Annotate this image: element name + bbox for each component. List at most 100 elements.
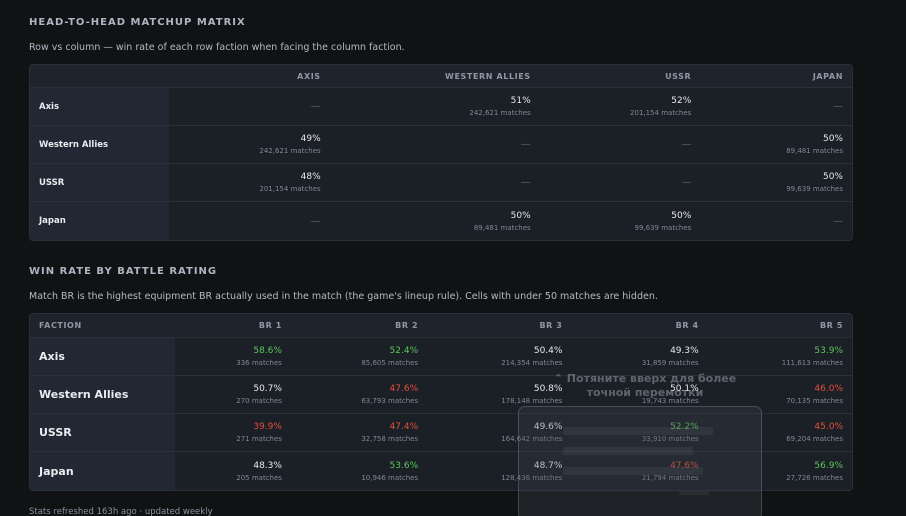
- br-cell: 47.6% 63,793 matches: [290, 376, 428, 414]
- h2h-row: Western Allies 49% 242,621 matches — — 50% 89,…: [30, 126, 852, 164]
- h2h-cell-winrate: 50%: [822, 172, 843, 182]
- br-cell: 56.9% 27,726 matches: [708, 452, 852, 490]
- br-cell-matches: 111,613 matches: [781, 359, 843, 367]
- br-cell-winrate: 52.4%: [389, 346, 419, 356]
- ghost-line: [563, 447, 693, 455]
- br-cell-winrate: 53.6%: [389, 460, 419, 471]
- h2h-cell-matches: 89,481 matches: [786, 147, 843, 155]
- br-cell-matches: 32,758 matches: [361, 435, 419, 443]
- h2h-cell: —: [169, 202, 330, 240]
- br-cell: 48.7% 128,436 matches: [427, 452, 571, 490]
- h2h-cell-winrate: —: [310, 101, 321, 112]
- h2h-cell: 50% 99,639 matches: [540, 202, 701, 240]
- br-cell: 53.9% 111,613 matches: [707, 338, 852, 376]
- br-cell-matches: 10,946 matches: [361, 473, 419, 482]
- h2h-row-faction: Japan: [30, 202, 169, 240]
- br-cell-winrate: 52.2%: [670, 422, 699, 432]
- br-cell-winrate: 48.3%: [253, 460, 282, 471]
- h2h-cell-winrate: —: [681, 139, 692, 150]
- h2h-cell-winrate: 51%: [510, 96, 531, 106]
- h2h-cell: —: [329, 164, 540, 202]
- br-cell: 45.0% 69,204 matches: [707, 414, 852, 452]
- br-cell-matches: 128,436 matches: [501, 473, 563, 482]
- br-cell: 47.6% 21,794 matches: [571, 452, 707, 490]
- h2h-corner-header: [30, 65, 169, 88]
- br-cell: 52.2% 33,910 matches: [571, 414, 708, 452]
- h2h-cell-winrate: 50%: [510, 210, 531, 221]
- br-cell-winrate: 47.6%: [670, 460, 699, 471]
- h2h-cell-matches: 89,481 matches: [473, 223, 531, 232]
- h2h-cell-winrate: —: [310, 215, 321, 227]
- h2h-cell-winrate: 48%: [300, 172, 321, 182]
- h2h-cell: 48% 201,154 matches: [169, 164, 330, 202]
- h2h-cell-winrate: —: [681, 177, 692, 188]
- br-cell: 50.8% 178,148 matches: [427, 376, 572, 414]
- br-description: Match BR is the highest equipment BR act…: [29, 291, 658, 302]
- br-cell-matches: 164,642 matches: [501, 435, 563, 443]
- br-row-faction: USSR: [30, 414, 175, 452]
- br-header-row: FACTION BR 1 BR 2 BR 3 BR 4 BR 5: [30, 314, 852, 338]
- h2h-col-header: WESTERN ALLIES: [329, 65, 540, 88]
- br-cell-winrate: 58.6%: [253, 346, 282, 356]
- br-cell-matches: 19,743 matches: [641, 397, 699, 405]
- br-cell: 49.6% 164,642 matches: [427, 414, 572, 452]
- h2h-cell-winrate: 50%: [671, 210, 692, 221]
- br-title: WIN RATE BY BATTLE RATING: [29, 266, 218, 277]
- ghost-handle: [679, 491, 709, 495]
- br-cell-winrate: 50.8%: [533, 384, 563, 394]
- br-cell-winrate: 56.9%: [814, 460, 843, 471]
- h2h-cell-winrate: —: [520, 139, 531, 150]
- h2h-row: Japan — 50% 89,481 matches 50% 99,639 matches…: [30, 202, 852, 240]
- br-row: Axis 58.6% 336 matches 52.4% 85,605 matches 5…: [30, 338, 852, 376]
- h2h-cell: 51% 242,621 matches: [329, 88, 540, 126]
- br-cell-winrate: 50.1%: [670, 384, 699, 394]
- br-cell-matches: 214,354 matches: [501, 359, 563, 367]
- br-cell-winrate: 39.9%: [253, 422, 282, 432]
- ghost-line: [563, 467, 703, 475]
- br-cell: 49.3% 31,859 matches: [571, 338, 708, 376]
- br-cell: 50.1% 19,743 matches: [571, 376, 708, 414]
- br-cell-winrate: 50.4%: [533, 346, 563, 356]
- br-cell: 50.4% 214,354 matches: [427, 338, 572, 376]
- br-cell: 58.6% 336 matches: [175, 338, 291, 376]
- h2h-cell-matches: 242,621 matches: [259, 147, 321, 155]
- br-cell-matches: 178,148 matches: [501, 397, 563, 405]
- br-cell-winrate: 48.7%: [533, 460, 563, 471]
- h2h-cell-matches: 242,621 matches: [469, 109, 531, 117]
- br-col-header: BR 4: [571, 314, 708, 338]
- br-row: Japan 48.3% 205 matches 53.6% 10,946 matches…: [30, 452, 852, 490]
- h2h-col-header: USSR: [539, 65, 701, 88]
- br-cell: 39.9% 271 matches: [175, 414, 291, 452]
- br-cell-winrate: 53.9%: [814, 346, 843, 356]
- br-cell-matches: 70,135 matches: [786, 397, 843, 405]
- br-cell-matches: 27,726 matches: [786, 473, 843, 482]
- h2h-row-faction: Axis: [30, 88, 169, 126]
- h2h-cell: —: [329, 126, 540, 164]
- br-cell-winrate: 47.6%: [389, 384, 419, 394]
- br-cell: 52.4% 85,605 matches: [290, 338, 428, 376]
- h2h-header-row: AXIS WESTERN ALLIES USSR JAPAN: [30, 65, 852, 88]
- br-cell-winrate: 46.0%: [814, 384, 843, 394]
- h2h-cell-winrate: 52%: [671, 96, 692, 106]
- scrub-panel[interactable]: [518, 406, 762, 516]
- br-cell: 46.0% 70,135 matches: [707, 376, 852, 414]
- h2h-matrix-table: AXIS WESTERN ALLIES USSR JAPAN Axis — 51% 2…: [29, 64, 853, 241]
- h2h-cell-winrate: —: [833, 101, 843, 112]
- br-cell-winrate: 50.7%: [253, 384, 282, 394]
- br-col-header: BR 1: [175, 314, 291, 338]
- h2h-row-faction: Western Allies: [30, 126, 169, 164]
- h2h-cell: —: [539, 164, 701, 202]
- br-col-header: BR 3: [427, 314, 572, 338]
- br-cell-matches: 336 matches: [236, 359, 282, 367]
- h2h-cell: —: [539, 126, 701, 164]
- br-cell-winrate: 49.3%: [670, 346, 699, 356]
- br-cell: 50.7% 270 matches: [175, 376, 291, 414]
- br-row: Western Allies 50.7% 270 matches 47.6% 63,79…: [30, 376, 852, 414]
- h2h-cell-matches: 201,154 matches: [630, 109, 692, 117]
- h2h-col-header: AXIS: [169, 65, 330, 88]
- h2h-row-faction: USSR: [30, 164, 169, 202]
- scrub-hint: ⌃ Потяните вверх для более точной перемо…: [553, 372, 737, 399]
- br-cell-matches: 31,859 matches: [641, 359, 699, 367]
- h2h-title: HEAD-TO-HEAD MATCHUP MATRIX: [29, 17, 246, 28]
- br-cell-matches: 270 matches: [236, 397, 282, 405]
